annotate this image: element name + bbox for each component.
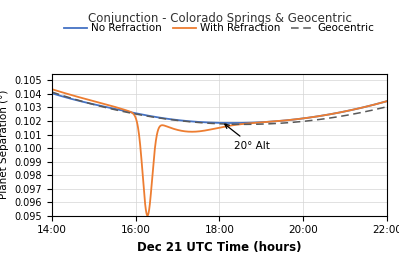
Geocentric <box>317 118 322 121</box>
Legend: No Refraction, With Refraction, Geocentric: No Refraction, With Refraction, Geocentr… <box>60 19 379 38</box>
With Refraction <box>84 98 89 101</box>
No Refraction <box>280 119 285 122</box>
Geocentric <box>84 101 89 104</box>
No Refraction <box>49 92 54 95</box>
Geocentric <box>385 105 389 108</box>
Geocentric <box>242 123 247 126</box>
Text: 20° Alt: 20° Alt <box>225 124 270 151</box>
No Refraction <box>84 101 89 104</box>
With Refraction <box>145 214 150 217</box>
Geocentric <box>185 120 190 123</box>
Geocentric <box>197 121 202 124</box>
With Refraction <box>186 130 190 133</box>
Line: No Refraction: No Refraction <box>52 93 387 123</box>
With Refraction <box>49 88 54 91</box>
No Refraction <box>317 114 322 118</box>
With Refraction <box>385 100 389 103</box>
With Refraction <box>317 114 322 118</box>
No Refraction <box>311 115 316 119</box>
X-axis label: Dec 21 UTC Time (hours): Dec 21 UTC Time (hours) <box>137 241 302 254</box>
No Refraction <box>197 120 202 124</box>
With Refraction <box>311 115 316 119</box>
Line: With Refraction: With Refraction <box>52 89 387 216</box>
No Refraction <box>185 119 190 123</box>
With Refraction <box>280 119 285 122</box>
Geocentric <box>311 119 316 122</box>
Line: Geocentric: Geocentric <box>52 92 387 124</box>
Geocentric <box>280 122 285 125</box>
No Refraction <box>385 100 389 103</box>
No Refraction <box>230 122 235 125</box>
Text: Conjunction - Colorado Springs & Geocentric: Conjunction - Colorado Springs & Geocent… <box>87 12 352 25</box>
Geocentric <box>49 90 54 94</box>
Y-axis label: Planet Separation (°): Planet Separation (°) <box>0 90 9 199</box>
With Refraction <box>198 130 202 133</box>
